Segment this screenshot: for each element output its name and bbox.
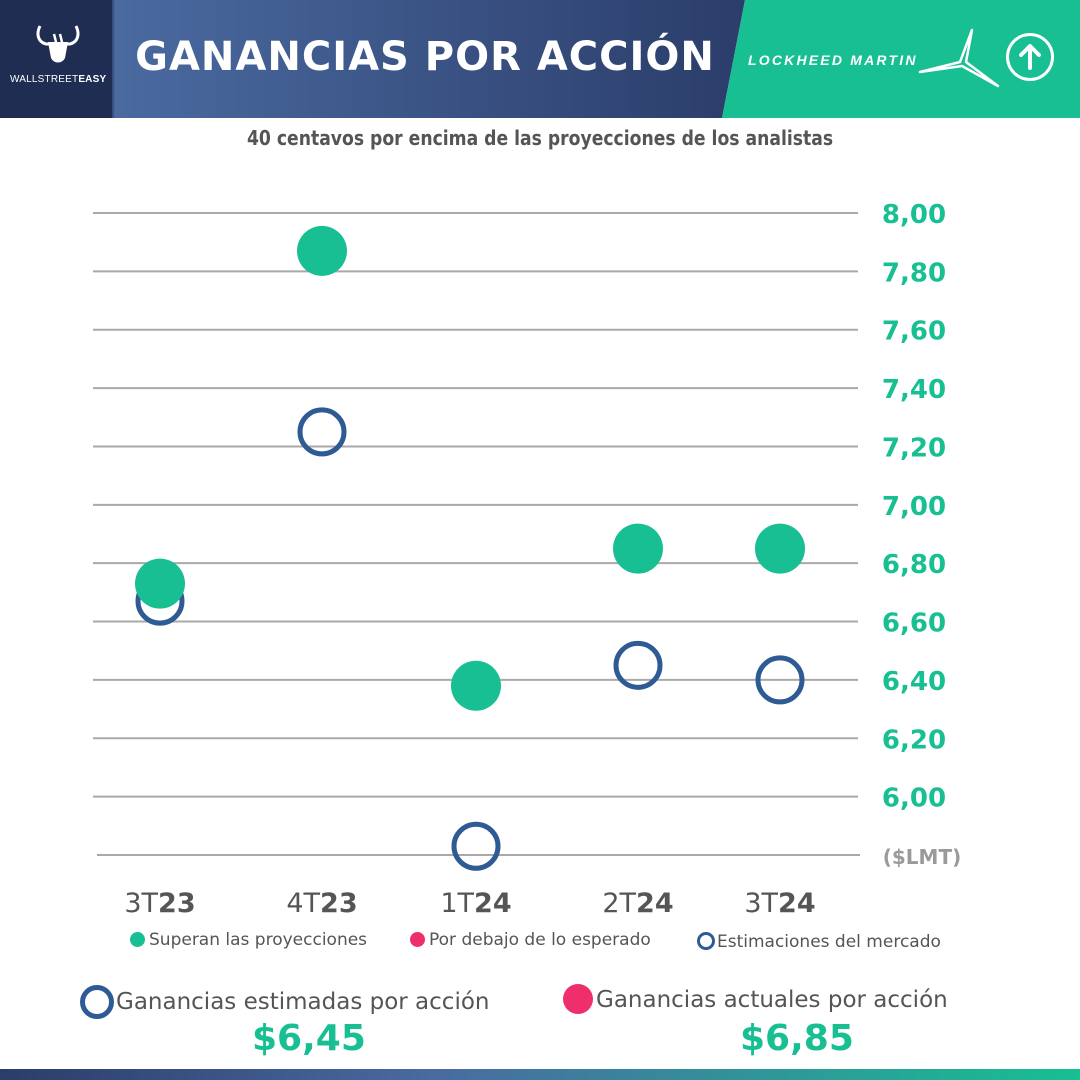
y-tick-label: 7,80	[882, 258, 946, 288]
y-tick-label: 6,80	[882, 550, 946, 580]
y-tick-label: 8,00	[882, 200, 946, 230]
legend-item-beat: Superan las proyecciones	[130, 930, 367, 950]
bull-logo-icon	[36, 25, 80, 63]
brand-logo: WALLSTREETEASY	[10, 74, 107, 85]
estimated-eps-label: Ganancias estimadas por acción	[116, 989, 490, 1015]
actual-eps-marker	[297, 225, 347, 276]
legend-item-estimates: Estimaciones del mercado	[697, 932, 941, 952]
y-tick-label: 7,40	[882, 375, 946, 405]
footer-bar	[0, 1069, 1080, 1080]
estimate-marker	[451, 821, 501, 871]
x-tick-label: 2T24	[602, 888, 673, 919]
actual-eps-marker	[135, 558, 185, 609]
header-gradient	[0, 0, 745, 118]
x-tick-label: 3T23	[124, 888, 195, 919]
legend-item-miss: Por debajo de lo esperado	[410, 930, 651, 950]
actual-eps-marker	[451, 660, 501, 711]
eps-scatter-chart: 8,00 7,80 7,60 7,40 7,20 7,00 6,80 6,60 6,40 6,20…	[93, 200, 962, 919]
actual-eps-label: Ganancias actuales por acción	[596, 987, 948, 1013]
estimate-ring-icon	[80, 985, 114, 1019]
estimated-eps-value: $6,45	[252, 1018, 366, 1059]
x-tick-label: 3T24	[744, 888, 815, 919]
y-tick-label: 7,20	[882, 433, 946, 463]
lockheed-star-icon	[918, 28, 1000, 88]
actual-eps-marker	[755, 523, 805, 574]
x-tick-label: 1T24	[440, 888, 511, 919]
estimate-marker	[613, 640, 663, 690]
actual-eps-marker	[613, 523, 663, 574]
header-banner: WALLSTREETEASY GANANCIAS POR ACCIÓN LOCK…	[0, 0, 1080, 118]
estimate-marker	[297, 407, 347, 457]
x-tick-label: 4T23	[286, 888, 357, 919]
blue-ring-icon	[697, 932, 715, 950]
company-logo: LOCKHEED MARTIN	[748, 52, 918, 68]
y-axis-unit-label: ($LMT)	[883, 845, 962, 869]
y-tick-label: 6,60	[882, 609, 946, 639]
y-tick-label: 6,00	[882, 784, 946, 814]
pink-dot-icon	[410, 932, 425, 947]
actual-eps-value: $6,85	[740, 1018, 854, 1059]
y-tick-label: 6,20	[882, 725, 946, 755]
y-tick-label: 6,40	[882, 667, 946, 697]
y-tick-label: 7,00	[882, 492, 946, 522]
arrow-up-circle-icon	[1006, 33, 1054, 81]
estimate-marker	[755, 655, 805, 705]
y-tick-label: 7,60	[882, 317, 946, 347]
green-dot-icon	[130, 932, 145, 947]
actual-dot-icon	[563, 984, 593, 1014]
page-title: GANANCIAS POR ACCIÓN	[135, 34, 715, 80]
chart-subtitle: 40 centavos por encima de las proyeccion…	[246, 126, 834, 150]
